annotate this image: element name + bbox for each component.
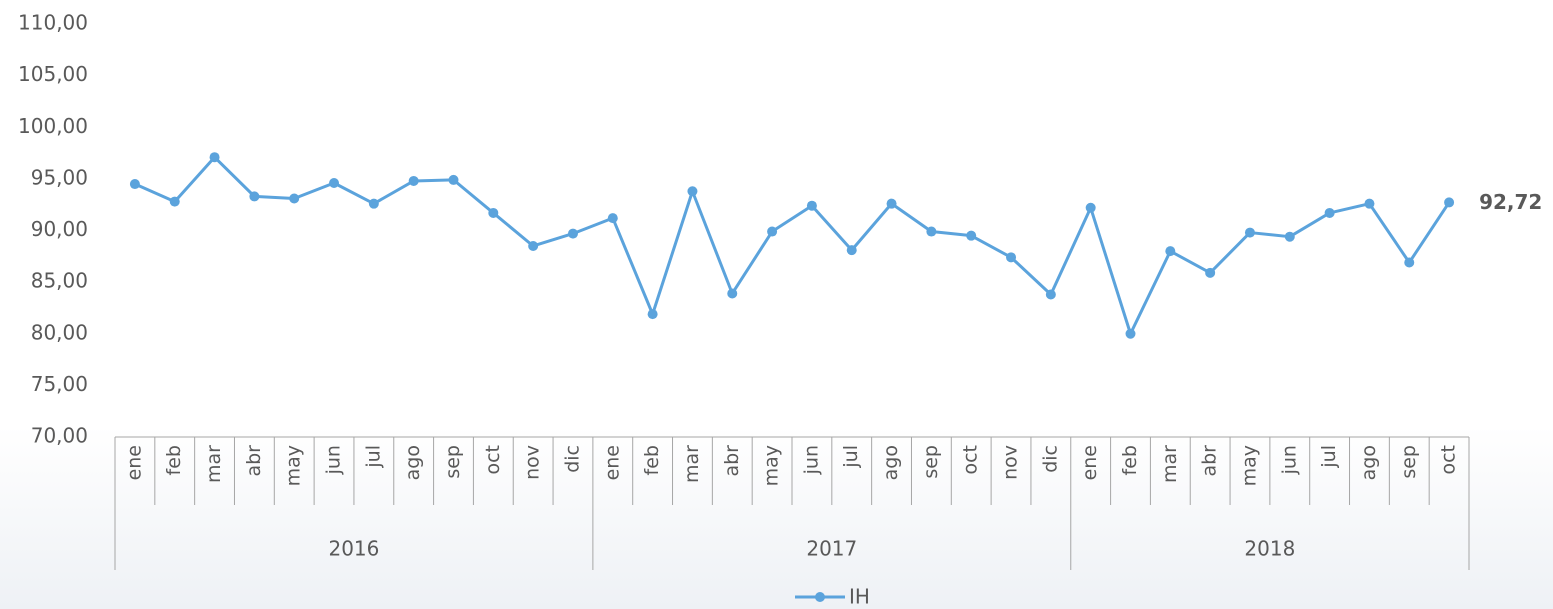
x-tick-label: dic (561, 445, 583, 473)
y-tick-label: 110,00 (18, 11, 88, 35)
data-point (806, 200, 817, 211)
y-tick-label: 80,00 (31, 320, 88, 344)
group-label: 2016 (328, 537, 379, 561)
x-tick-label: ene (123, 445, 145, 480)
x-tick-label: dic (1039, 445, 1061, 473)
x-tick-label: jun (1278, 445, 1300, 475)
x-tick-label: abr (243, 445, 265, 477)
y-tick-label: 90,00 (31, 217, 88, 241)
x-tick-label: sep (920, 445, 942, 479)
data-point (1165, 246, 1176, 257)
x-tick-label: jun (323, 445, 345, 475)
data-point (528, 240, 539, 251)
data-point (1006, 252, 1017, 263)
x-tick-label: sep (1398, 445, 1420, 479)
data-point (567, 228, 578, 239)
x-tick-label: oct (482, 445, 504, 475)
x-tick-label: nov (1000, 445, 1022, 480)
data-point (368, 198, 379, 209)
x-tick-label: jun (800, 445, 822, 475)
y-tick-label: 85,00 (31, 269, 88, 293)
x-tick-label: oct (1438, 445, 1460, 475)
data-point (1244, 227, 1255, 238)
data-point (289, 193, 300, 204)
data-point (448, 174, 459, 185)
x-tick-label: nov (522, 445, 544, 480)
data-point (1205, 267, 1216, 278)
x-tick-label: abr (1199, 445, 1221, 477)
x-tick-label: sep (442, 445, 464, 479)
data-point (687, 186, 698, 197)
series-line (134, 155, 1451, 336)
group-label: 2017 (806, 537, 857, 561)
x-tick-label: ene (1079, 445, 1101, 480)
data-point (1284, 231, 1295, 242)
data-point (727, 288, 738, 299)
y-tick-label: 100,00 (18, 114, 88, 138)
x-tick-label: mar (1159, 445, 1181, 483)
data-point (1364, 198, 1375, 209)
x-tick-label: may (283, 445, 305, 486)
y-tick-label: 70,00 (31, 424, 88, 448)
x-tick-label: jul (1318, 445, 1340, 469)
x-tick-label: ene (601, 445, 623, 480)
data-point (408, 175, 419, 186)
x-tick-label: feb (1119, 445, 1141, 475)
data-point (1404, 257, 1415, 268)
x-tick-label: ago (1358, 445, 1380, 480)
x-tick-label: abr (721, 445, 743, 477)
data-point (1324, 207, 1335, 218)
x-tick-label: may (1238, 445, 1260, 486)
data-point (1085, 202, 1096, 213)
data-point (966, 230, 977, 241)
x-tick-label: oct (960, 445, 982, 475)
data-point (846, 245, 857, 256)
data-point (1045, 289, 1056, 300)
data-point (1444, 197, 1455, 208)
data-point (1125, 328, 1136, 339)
data-point (209, 152, 220, 163)
data-point (926, 226, 937, 237)
data-point (169, 196, 180, 207)
group-label: 2018 (1244, 537, 1295, 561)
data-point (329, 178, 340, 189)
data-point (647, 309, 658, 320)
x-tick-label: jul (362, 445, 384, 469)
data-point (488, 207, 499, 218)
x-tick-label: may (761, 445, 783, 486)
data-point (767, 226, 778, 237)
y-tick-label: 95,00 (31, 165, 88, 189)
data-point (886, 198, 897, 209)
data-point (607, 213, 618, 224)
x-tick-label: ago (402, 445, 424, 480)
y-tick-label: 75,00 (31, 372, 88, 396)
legend-label: IH (849, 585, 870, 609)
x-tick-label: feb (641, 445, 663, 475)
y-tick-label: 105,00 (18, 62, 88, 86)
x-tick-label: mar (203, 445, 225, 483)
x-tick-label: mar (681, 445, 703, 483)
data-point (129, 179, 140, 190)
x-tick-label: feb (163, 445, 185, 475)
data-point (249, 191, 260, 202)
x-tick-label: jul (840, 445, 862, 469)
legend-marker (815, 592, 825, 602)
x-tick-label: ago (880, 445, 902, 480)
data-label: 92,72 (1479, 190, 1542, 214)
